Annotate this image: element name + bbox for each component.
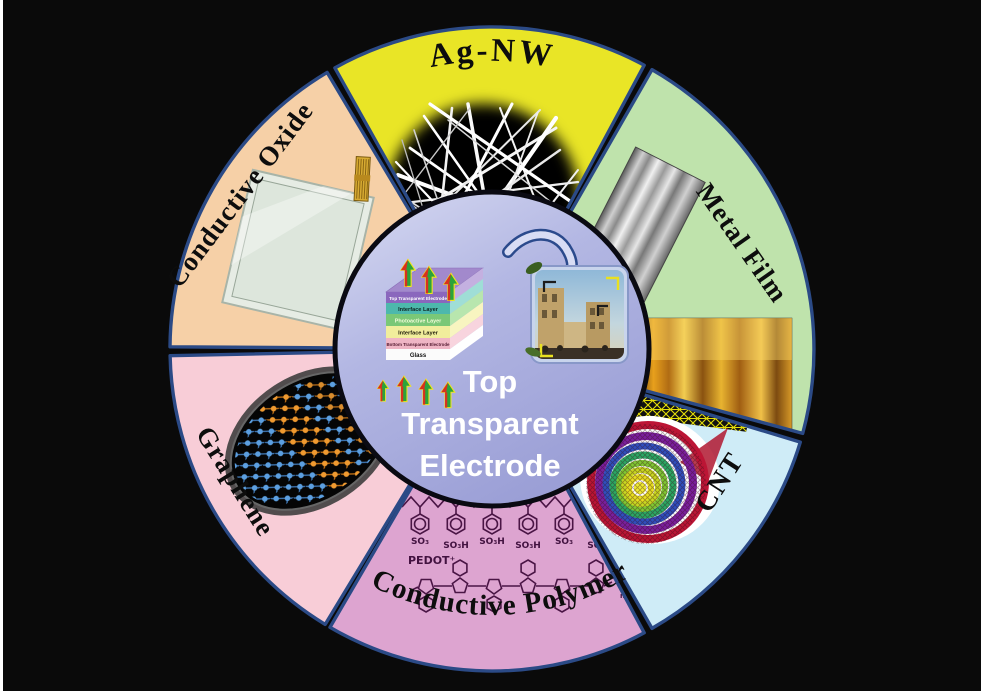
stack-layer-bottom-electrode — [386, 338, 450, 349]
stack-side-1 — [450, 268, 483, 303]
stack-side-4 — [450, 302, 483, 338]
viewfinder-bracket-mid-right — [596, 304, 608, 316]
stack-label-interface-2: Interface Layer — [398, 331, 439, 337]
viewfinder-bracket-top-left — [542, 280, 556, 292]
stack-label-top-electrode: Top Transparent Electrode — [389, 296, 447, 301]
stack-label-bottom-electrode: Bottom Transparent Electrode — [387, 342, 451, 347]
leaf-decoration-bottom — [525, 347, 541, 357]
svg-text:SO₃: SO₃ — [555, 537, 573, 547]
photon-arrows-bottom — [376, 375, 456, 409]
svg-text:SO₃H: SO₃H — [479, 537, 505, 547]
center-title: Top Transparent Electrode — [401, 364, 578, 483]
svg-text:SO₃: SO₃ — [411, 537, 429, 547]
touch-panel-image — [221, 156, 375, 332]
photon-arrows-top — [400, 258, 459, 301]
stack-layer-photoactive — [386, 314, 450, 326]
stack-label-interface-1: Interface Layer — [398, 307, 439, 313]
center-title-line-3: Electrode — [419, 448, 560, 483]
pedot-label: PEDOT⁺ — [408, 554, 456, 567]
stack-label-glass: Glass — [410, 353, 427, 359]
svg-text:SO₃H: SO₃H — [515, 541, 541, 551]
center-title-line-2: Transparent — [401, 406, 578, 441]
stack-label-photoactive: Photoactive Layer — [395, 319, 442, 325]
stack-layer-top-electrode — [386, 292, 450, 303]
flex-connector — [353, 156, 371, 202]
stack-side-3 — [450, 290, 483, 326]
svg-text:SO₃H: SO₃H — [443, 541, 469, 551]
stack-side-6 — [450, 325, 483, 360]
stack-layer-interface-2 — [386, 326, 450, 338]
viewfinder-bracket-top-right — [606, 276, 620, 290]
transparent-device-photo — [525, 262, 629, 364]
center-title-line-1: Top — [463, 364, 518, 399]
stack-side-2 — [450, 279, 483, 314]
center-hub: Top Transparent Electrode Interface Laye… — [332, 189, 652, 509]
stack-layer-glass — [386, 349, 450, 360]
stack-layer-interface-1 — [386, 303, 450, 314]
device-stack: Top Transparent Electrode Interface Laye… — [385, 267, 484, 360]
leaf-decoration-top — [525, 262, 543, 274]
stack-side-5 — [450, 314, 483, 349]
viewfinder-bracket-bottom-left — [539, 344, 553, 358]
